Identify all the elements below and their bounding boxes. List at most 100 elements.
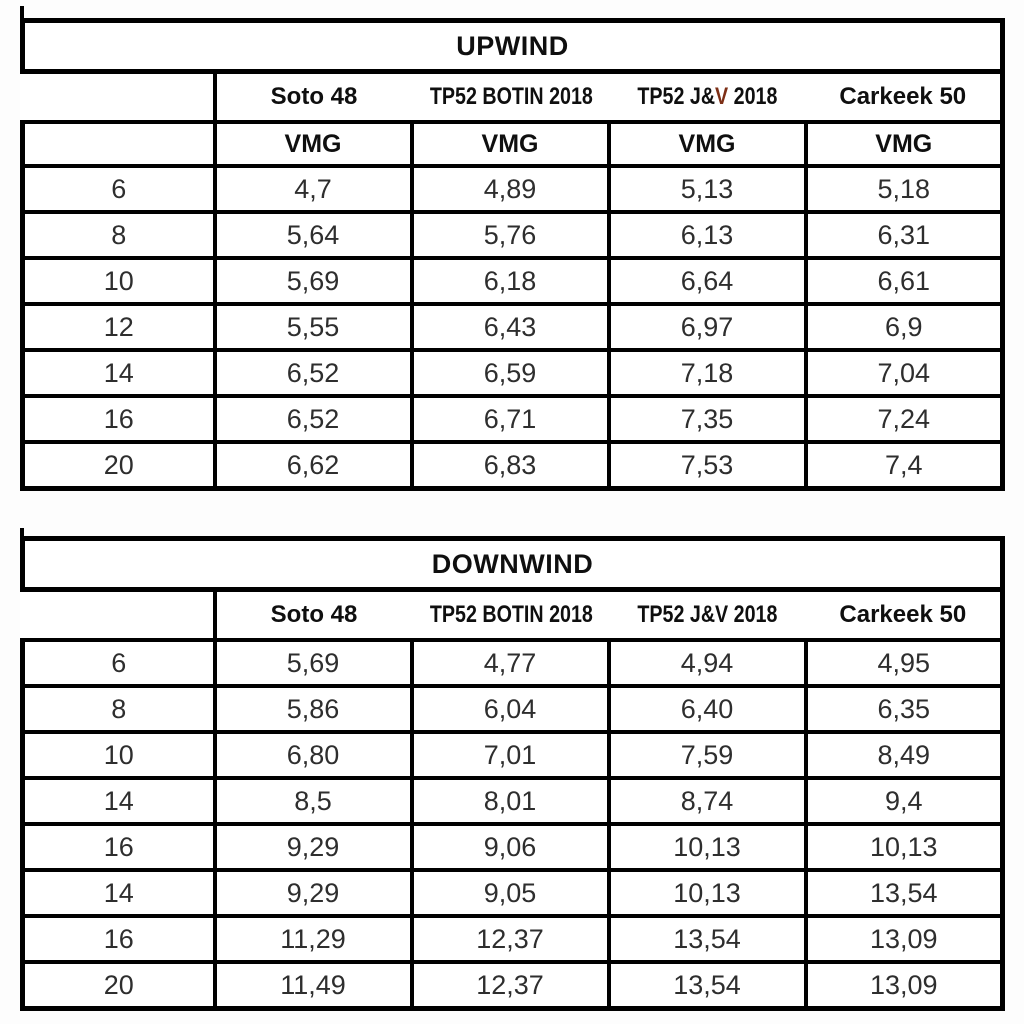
table-row: 16 11,29 12,37 13,54 13,09 [20, 914, 1006, 964]
vmg-value-cell: 7,53 [606, 440, 808, 491]
boat-header-label: TP52 J&V 2018 [636, 83, 778, 110]
boat-header-label: TP52 BOTIN 2018 [429, 601, 593, 628]
vmg-value-cell: 5,18 [803, 164, 1005, 214]
vmg-value-cell: 6,52 [212, 394, 414, 444]
row-header-spacer-cell [22, 69, 217, 124]
tws-cell: 10 [20, 730, 217, 780]
vmg-value-cell: 6,35 [803, 684, 1006, 734]
tws-cell: 6 [20, 164, 217, 214]
vmg-value-cell: 6,13 [606, 210, 808, 260]
vmg-value-cell: 10,13 [606, 868, 808, 918]
vmg-value-cell: 6,9 [803, 302, 1005, 352]
table-row: 8 5,86 6,04 6,40 6,35 [20, 684, 1006, 734]
boat-header-label: Soto 48 [270, 601, 358, 628]
vmg-value-cell: 6,83 [409, 440, 611, 491]
vmg-value-cell: 13,09 [803, 960, 1006, 1011]
vmg-value-cell: 5,76 [409, 210, 611, 260]
vmg-header-cell: VMG [212, 120, 414, 168]
tws-cell: 8 [20, 210, 217, 260]
vmg-value-cell: 13,54 [606, 960, 808, 1011]
vmg-value-cell: 13,54 [803, 868, 1006, 918]
tws-cell: 16 [20, 914, 217, 964]
vmg-value-cell: 8,74 [606, 776, 808, 826]
tws-cell: 6 [20, 638, 217, 688]
vmg-value-cell: 8,01 [409, 776, 611, 826]
boat-header-cell: TP52 J&V 2018 [608, 587, 806, 642]
vmg-value-cell: 4,77 [409, 638, 611, 688]
table-row: 6 5,69 4,77 4,94 4,95 [20, 638, 1006, 688]
vmg-value-cell: 5,55 [212, 302, 414, 352]
vmg-value-cell: 8,49 [803, 730, 1006, 780]
row-header-spacer-cell [22, 587, 217, 642]
table-row: 16 9,29 9,06 10,13 10,13 [20, 822, 1006, 872]
boat-header-cell: TP52 BOTIN 2018 [411, 69, 609, 124]
vmg-header-cell: VMG [803, 120, 1005, 168]
vmg-value-cell: 6,71 [409, 394, 611, 444]
upwind-table: UPWIND Soto 48 TP52 BOTIN 2018 TP52 J&V 201… [20, 18, 1005, 491]
table-row: 10 5,69 6,18 6,64 6,61 [20, 256, 1005, 306]
vmg-value-cell: 6,04 [409, 684, 611, 734]
vmg-value-cell: 6,64 [606, 256, 808, 306]
vmg-value-cell: 6,61 [803, 256, 1005, 306]
vmg-value-cell: 5,64 [212, 210, 414, 260]
vmg-header-spacer-cell [20, 120, 217, 168]
tws-cell: 14 [20, 776, 217, 826]
vmg-value-cell: 7,35 [606, 394, 808, 444]
vmg-value-cell: 6,43 [409, 302, 611, 352]
table-row: 14 6,52 6,59 7,18 7,04 [20, 348, 1005, 398]
vmg-value-cell: 4,94 [606, 638, 808, 688]
tws-cell: 14 [20, 868, 217, 918]
boat-header-cell: TP52 BOTIN 2018 [411, 587, 609, 642]
vmg-value-cell: 9,29 [212, 868, 414, 918]
vmg-value-cell: 5,69 [212, 256, 414, 306]
downwind-boat-header-row: Soto 48 TP52 BOTIN 2018 TP52 J&V 2018 Carke… [22, 587, 1006, 642]
table-row: 8 5,64 5,76 6,13 6,31 [20, 210, 1005, 260]
vmg-header-cell: VMG [606, 120, 808, 168]
scan-artifact-tick [20, 528, 24, 538]
vmg-value-cell: 5,86 [212, 684, 414, 734]
tws-cell: 16 [20, 394, 217, 444]
boat-header-label: TP52 BOTIN 2018 [429, 83, 593, 110]
tws-cell: 14 [20, 348, 217, 398]
table-row: 10 6,80 7,01 7,59 8,49 [20, 730, 1006, 780]
boat-header-label: Soto 48 [270, 83, 358, 110]
upwind-title-row: UPWIND [20, 18, 1005, 74]
vmg-value-cell: 7,59 [606, 730, 808, 780]
vmg-value-cell: 4,7 [212, 164, 414, 214]
vmg-value-cell: 13,09 [803, 914, 1006, 964]
vmg-value-cell: 13,54 [606, 914, 808, 964]
vmg-value-cell: 10,13 [606, 822, 808, 872]
vmg-value-cell: 12,37 [409, 914, 611, 964]
vmg-value-cell: 6,97 [606, 302, 808, 352]
vmg-value-cell: 7,24 [803, 394, 1005, 444]
tws-cell: 12 [20, 302, 217, 352]
boat-header-cell: Carkeek 50 [805, 69, 1005, 124]
table-row: 20 6,62 6,83 7,53 7,4 [20, 440, 1005, 491]
tws-cell: 10 [20, 256, 217, 306]
upwind-vmg-header-row: VMG VMG VMG VMG [20, 120, 1005, 168]
vmg-value-cell: 8,5 [212, 776, 414, 826]
vmg-value-cell: 5,69 [212, 638, 414, 688]
upwind-boat-header-row: Soto 48 TP52 BOTIN 2018 TP52 J&V 2018 Carke… [22, 69, 1005, 124]
boat-header-cell: Soto 48 [214, 69, 412, 124]
vmg-value-cell: 6,31 [803, 210, 1005, 260]
vmg-value-cell: 6,40 [606, 684, 808, 734]
boat-header-cell: TP52 J&V 2018 [608, 69, 806, 124]
vmg-value-cell: 6,59 [409, 348, 611, 398]
table-row: 14 8,5 8,01 8,74 9,4 [20, 776, 1006, 826]
table-row: 14 9,29 9,05 10,13 13,54 [20, 868, 1006, 918]
boat-header-label: Carkeek 50 [839, 83, 967, 110]
vmg-value-cell: 6,18 [409, 256, 611, 306]
boat-header-label: TP52 J&V 2018 [636, 601, 778, 628]
vmg-value-cell: 5,13 [606, 164, 808, 214]
vmg-value-cell: 4,89 [409, 164, 611, 214]
tws-cell: 20 [20, 960, 217, 1011]
vmg-value-cell: 7,01 [409, 730, 611, 780]
vmg-value-cell: 11,49 [212, 960, 414, 1011]
vmg-value-cell: 4,95 [803, 638, 1006, 688]
table-row: 6 4,7 4,89 5,13 5,18 [20, 164, 1005, 214]
upwind-table-body: UPWIND Soto 48 TP52 BOTIN 2018 TP52 J&V 201… [20, 18, 1005, 491]
tws-cell: 20 [20, 440, 217, 491]
downwind-table-title: DOWNWIND [19, 536, 1006, 592]
scan-artifact-tick [20, 6, 24, 20]
